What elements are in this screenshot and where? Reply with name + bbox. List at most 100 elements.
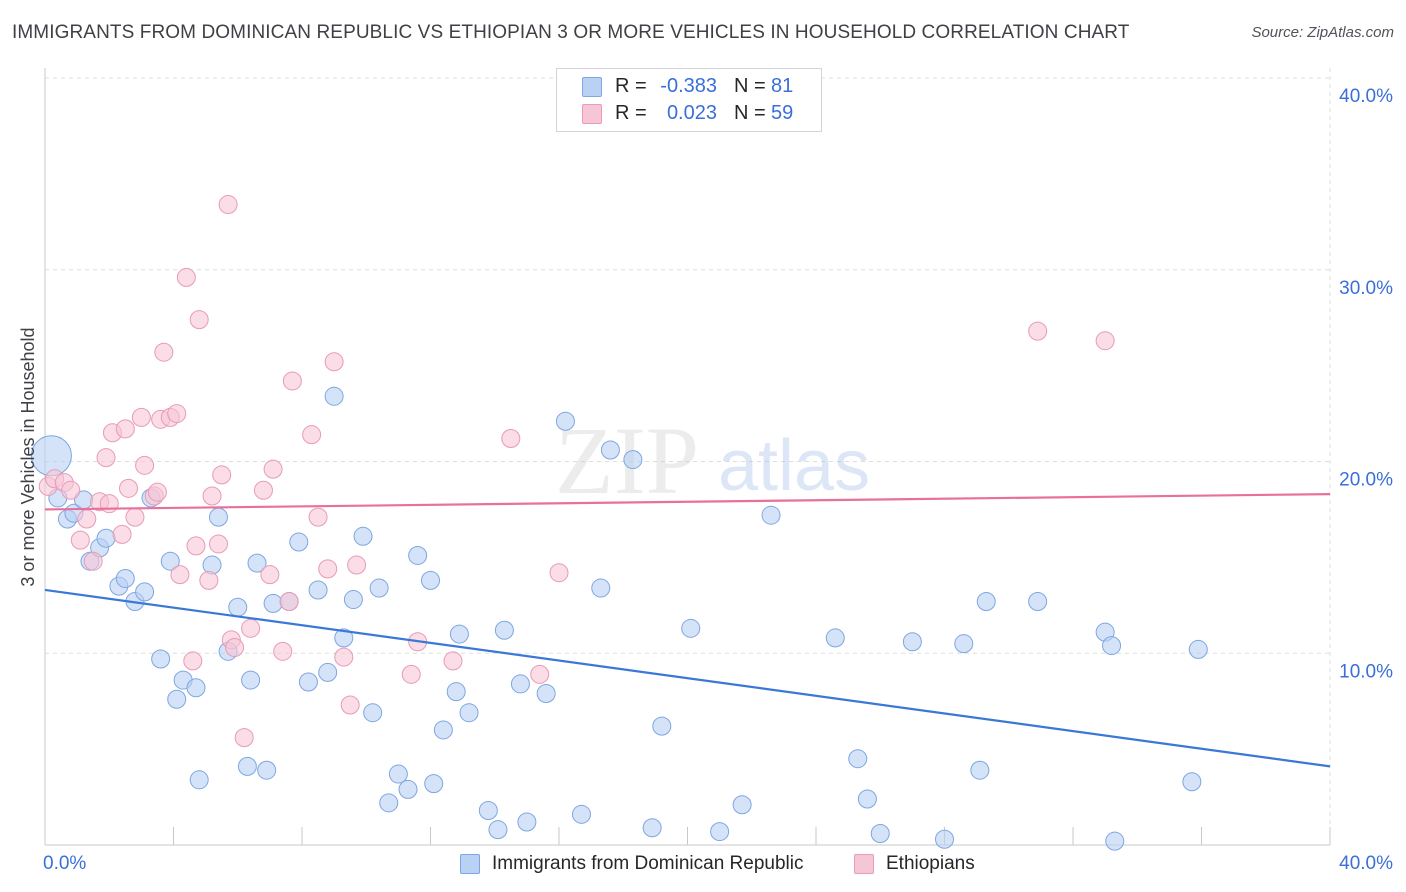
dominican-point [115, 568, 135, 588]
ethiopian-point [99, 494, 119, 514]
dominican-point [318, 662, 338, 682]
dominican-point [1188, 639, 1208, 659]
dominican-point [208, 507, 228, 527]
dominican-point [848, 749, 868, 769]
dominican-point [257, 760, 277, 780]
correlation-legend: R = -0.383 N = 81 R = 0.023 N = 59 [556, 68, 822, 132]
x-tick-label: 0.0% [43, 853, 86, 874]
dominican-point [446, 682, 466, 702]
dominican-point [189, 770, 209, 790]
dominican-point [228, 597, 248, 617]
legend-n-label: N = [734, 75, 766, 97]
dominican-point [1105, 831, 1125, 851]
dominican-point [488, 820, 508, 840]
dominican-point [135, 582, 155, 602]
dominican-point [591, 578, 611, 598]
y-tick-label: 30.0% [1339, 278, 1393, 299]
watermark-atlas: atlas [718, 426, 870, 506]
dominican-point [369, 578, 389, 598]
dominican-point [710, 822, 730, 842]
dominican-point [761, 505, 781, 525]
ethiopian-point [199, 570, 219, 590]
dominican-point [652, 716, 672, 736]
ethiopian-point [77, 509, 97, 529]
dominican-point [202, 555, 222, 575]
ethiopian-point [212, 465, 232, 485]
dominican-point [1028, 591, 1048, 611]
dominican-point [343, 590, 363, 610]
bottom-legend-label: Immigrants from Dominican Republic [492, 853, 804, 874]
dominican-point [536, 684, 556, 704]
ethiopian-point [202, 486, 222, 506]
legend-row-ethiopian: R = 0.023 N = 59 [557, 100, 821, 127]
series-ethiopian-points [38, 195, 1115, 748]
dominican-point [825, 628, 845, 648]
dominican-point [388, 764, 408, 784]
dominican-point [421, 570, 440, 590]
ethiopian-point [70, 530, 90, 550]
y-tick-label: 40.0% [1339, 86, 1393, 107]
ethiopian-point [273, 641, 293, 661]
ethiopian-point [1095, 331, 1115, 351]
bottom-legend-swatch-pink [854, 854, 874, 874]
dominican-point [623, 450, 643, 470]
legend-swatch-pink [582, 104, 602, 124]
dominican-point [289, 532, 309, 552]
dominican-point [902, 632, 922, 652]
tick-labels: 10.0% 20.0% 30.0% 40.0% 0.0% 40.0% [43, 86, 1393, 874]
dominican-point [510, 674, 530, 694]
ethiopian-point [263, 459, 283, 479]
ethiopian-point [334, 647, 354, 667]
legend-r-label: R = [615, 102, 647, 124]
ethiopian-point [443, 651, 463, 671]
ethiopian-point [154, 342, 174, 362]
dominican-point [379, 793, 399, 813]
ethiopian-point [96, 448, 116, 468]
ethiopian-point [119, 478, 139, 498]
dominican-point [160, 551, 180, 571]
ethiopian-point [260, 565, 280, 585]
dominican-point [334, 628, 354, 648]
dominican-point [241, 670, 261, 690]
legend-n-label: N = [734, 102, 766, 124]
y-tick-label: 20.0% [1339, 470, 1393, 491]
ethiopian-point [208, 534, 228, 554]
legend-r-label: R = [615, 75, 647, 97]
dominican-point [1102, 636, 1122, 656]
ethiopian-point [302, 425, 322, 445]
legend-n-value: 81 [771, 75, 794, 97]
ethiopian-point [501, 428, 521, 448]
ethiopian-point [131, 407, 151, 427]
ethiopian-point [530, 664, 550, 684]
ethiopian-point [549, 563, 569, 583]
ethiopian-point [189, 310, 209, 330]
ethiopian-point [112, 524, 132, 544]
legend-row-dominican: R = -0.383 N = 81 [557, 73, 821, 100]
dominican-point [935, 829, 954, 849]
ethiopian-point [61, 480, 81, 500]
dominican-point [1182, 772, 1202, 792]
dominican-point [681, 618, 701, 638]
legend-r-value: 0.023 [666, 102, 717, 124]
ethiopian-point [318, 559, 338, 579]
ethiopian-point [401, 664, 421, 684]
dominican-point [263, 593, 283, 613]
ethiopian-point [340, 695, 360, 715]
trend-lines [44, 492, 1331, 768]
ethiopian-point [183, 651, 203, 671]
dominican-point [167, 689, 187, 709]
dominican-point [308, 580, 328, 600]
dominican-point [433, 720, 453, 740]
ethiopian-point [125, 507, 145, 527]
ethiopian-point [241, 618, 261, 638]
watermark: ZIP atlas [555, 407, 870, 514]
ethiopian-point [176, 267, 196, 287]
ethiopian-point [282, 371, 302, 391]
dominican-point [449, 624, 469, 644]
ethiopian-point [324, 352, 344, 372]
chart-title: IMMIGRANTS FROM DOMINICAN REPUBLIC VS ET… [12, 22, 1130, 43]
ethiopian-point [279, 591, 299, 611]
dominican-point [424, 774, 444, 794]
dominican-point [96, 528, 116, 548]
bottom-legend-swatch-blue [460, 854, 480, 874]
